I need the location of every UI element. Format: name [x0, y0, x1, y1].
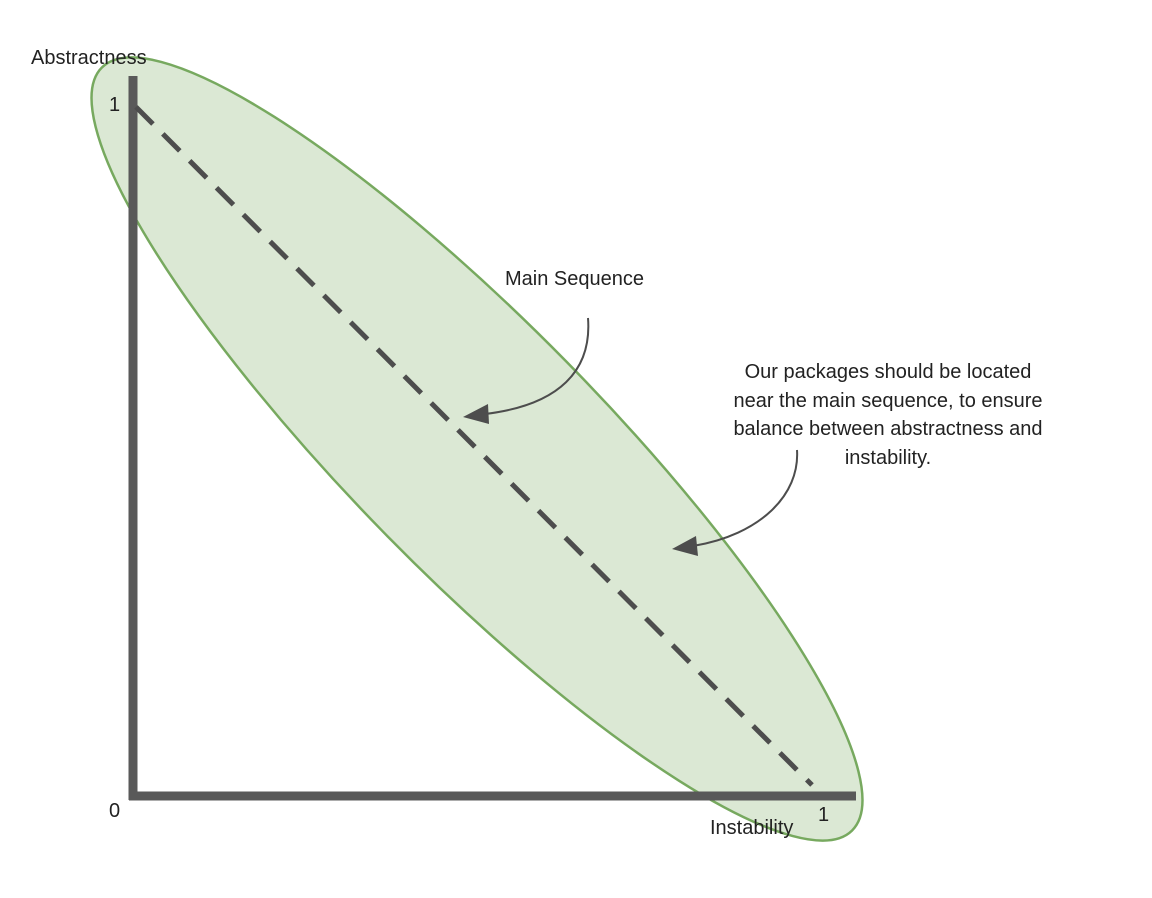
y-axis-max-tick: 1	[109, 94, 121, 116]
x-axis-label: Instability	[710, 817, 794, 839]
main-sequence-arrowhead	[463, 404, 489, 424]
note-line: near the main sequence, to ensure	[733, 389, 1043, 412]
note-line: instability.	[844, 446, 932, 469]
note-line: balance between abstractness and	[733, 418, 1043, 440]
main-sequence-line	[134, 105, 814, 787]
x-axis-max-tick: 1	[818, 804, 830, 826]
main-sequence-label: Main Sequence	[505, 268, 644, 290]
note-text: Our packages should be located near the …	[698, 358, 1078, 472]
note-arrow	[692, 449, 799, 547]
main-sequence-arrow	[484, 317, 590, 415]
note-line: Our packages should be located	[744, 361, 1032, 383]
y-axis-label: Abstractness	[31, 47, 147, 69]
origin-tick: 0	[109, 800, 121, 822]
note-arrowhead	[672, 536, 698, 556]
